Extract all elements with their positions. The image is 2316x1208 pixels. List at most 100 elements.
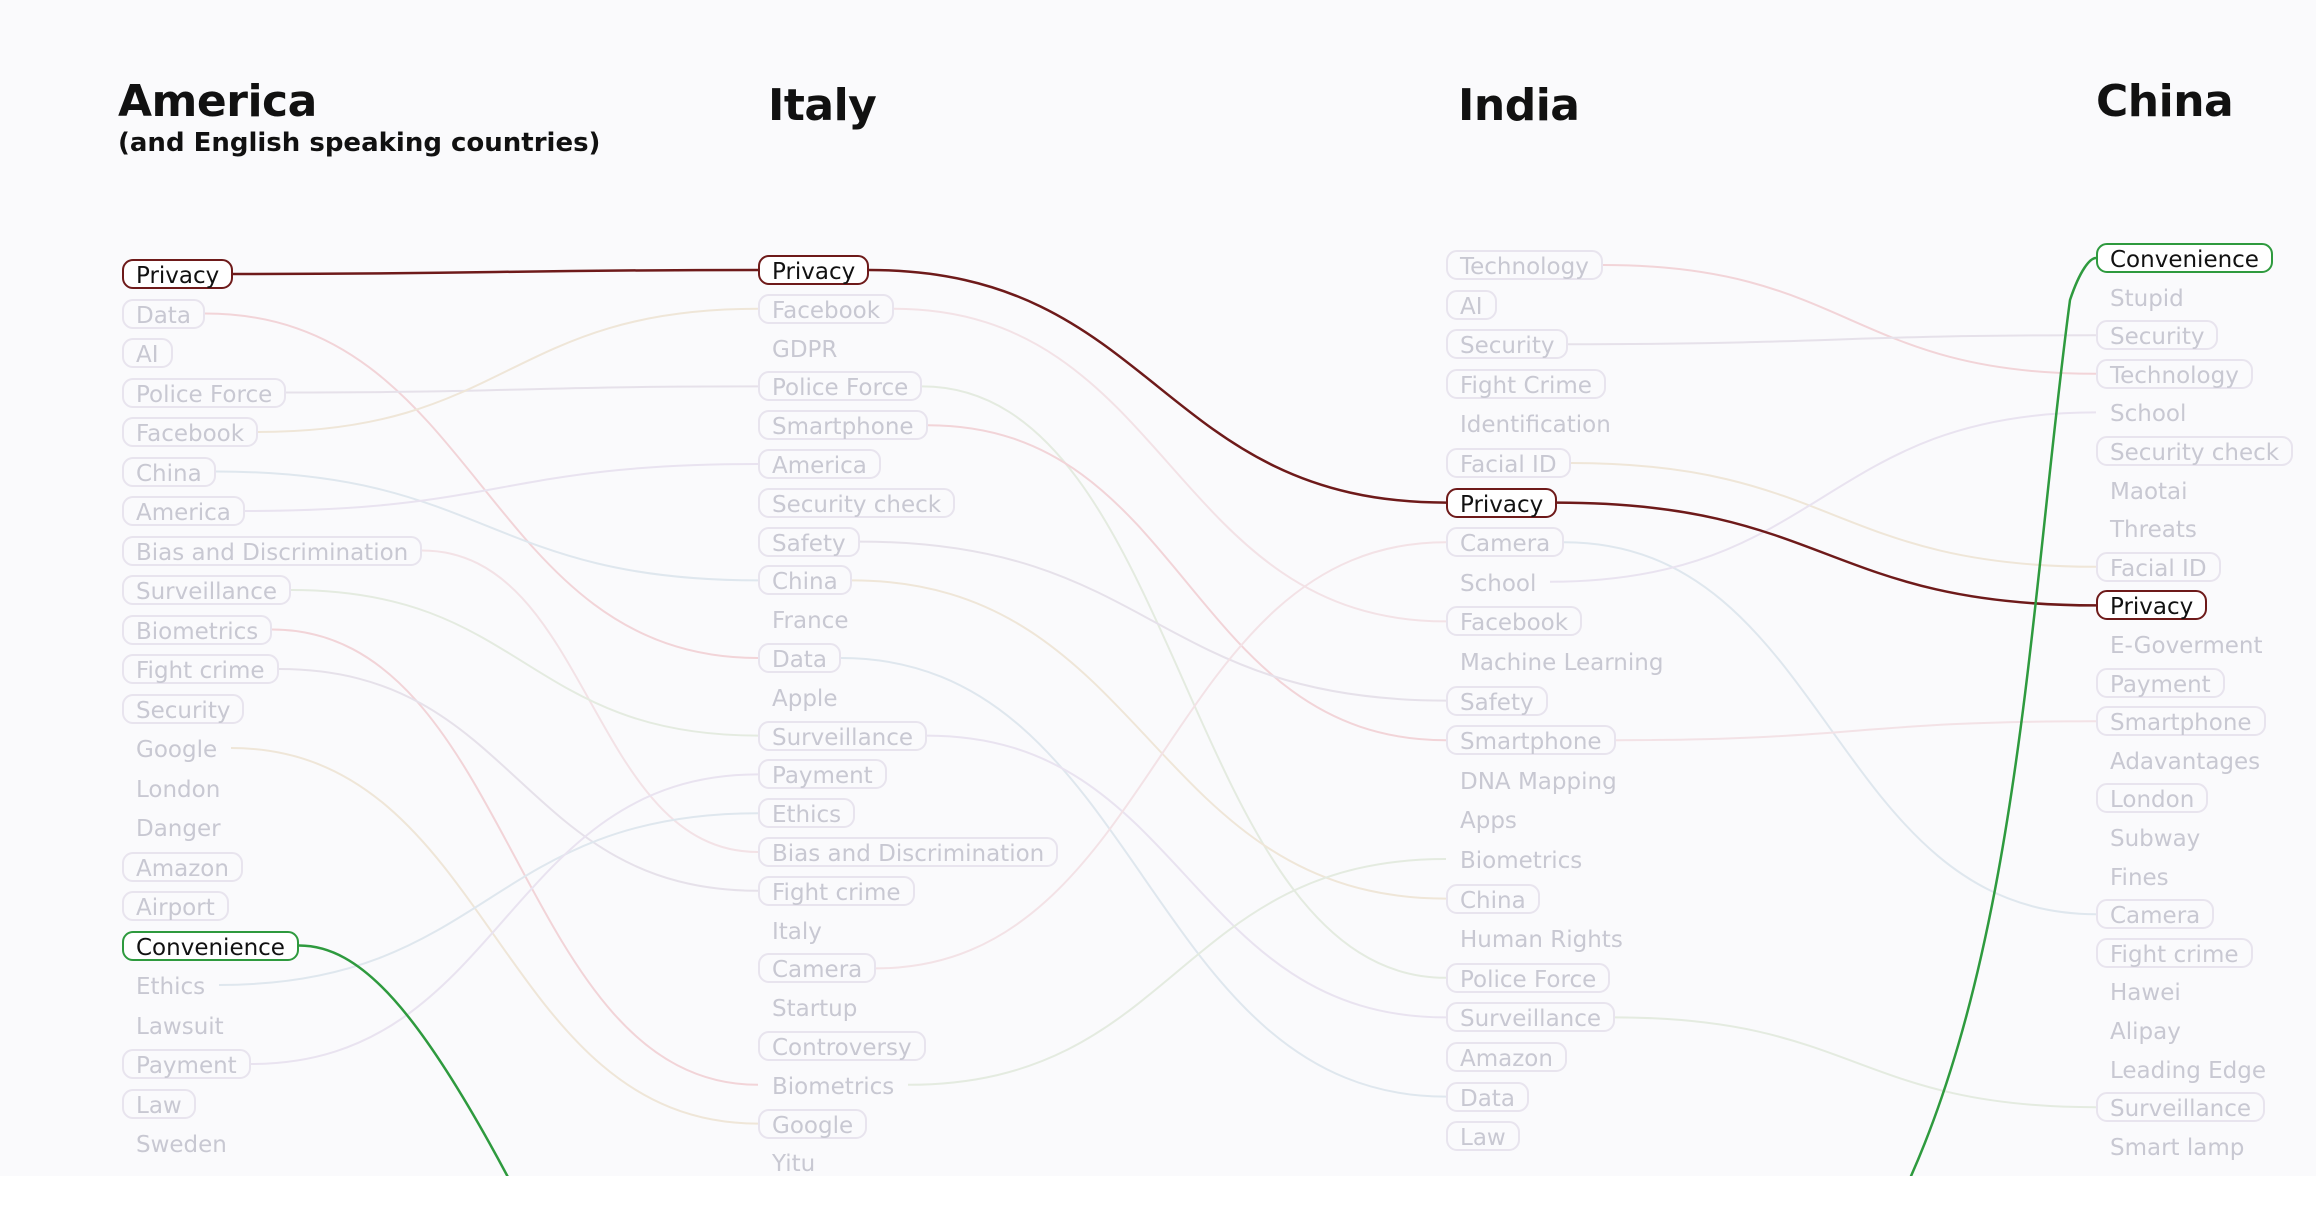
node-america-sweden[interactable]: Sweden (136, 1132, 227, 1158)
node-america-london[interactable]: London (136, 776, 221, 803)
node-italy-controversy[interactable]: Controversy (758, 1031, 926, 1061)
node-italy-china[interactable]: China (758, 565, 852, 596)
node-china-stupid[interactable]: Stupid (2110, 285, 2184, 312)
node-china-technology[interactable]: Technology (2096, 358, 2253, 389)
node-india-facebook[interactable]: Facebook (1446, 606, 1583, 637)
node-america-convenience[interactable]: Convenience (122, 930, 299, 961)
node-india-data[interactable]: Data (1446, 1081, 1529, 1112)
node-italy-camera[interactable]: Camera (758, 953, 877, 984)
link-faint (279, 669, 758, 891)
node-italy-privacy[interactable]: Privacy (758, 255, 870, 285)
node-america-airport[interactable]: Airport (122, 891, 229, 921)
node-china-e-goverment[interactable]: E-Goverment (2110, 633, 2263, 659)
node-india-security[interactable]: Security (1446, 329, 1569, 360)
node-italy-google[interactable]: Google (758, 1108, 868, 1139)
node-italy-biometrics[interactable]: Biometrics (772, 1073, 895, 1100)
node-italy-startup[interactable]: Startup (772, 996, 858, 1023)
node-italy-bias-and-discrimination[interactable]: Bias and Discrimination (758, 837, 1059, 867)
node-india-law[interactable]: Law (1446, 1121, 1520, 1152)
node-china-surveillance[interactable]: Surveillance (2096, 1092, 2266, 1123)
node-america-surveillance[interactable]: Surveillance (122, 575, 292, 605)
node-america-law[interactable]: Law (122, 1088, 196, 1119)
node-italy-surveillance[interactable]: Surveillance (758, 720, 928, 751)
node-india-privacy[interactable]: Privacy (1446, 487, 1558, 518)
node-italy-france[interactable]: France (772, 608, 849, 635)
node-india-machine-learning[interactable]: Machine Learning (1460, 650, 1664, 676)
node-china-convenience[interactable]: Convenience (2096, 243, 2273, 273)
node-china-threats[interactable]: Threats (2110, 517, 2197, 544)
node-america-amazon[interactable]: Amazon (122, 851, 243, 882)
node-italy-ethics[interactable]: Ethics (758, 798, 856, 829)
node-india-police-force[interactable]: Police Force (1446, 962, 1611, 993)
node-italy-facebook[interactable]: Facebook (758, 293, 895, 324)
node-america-danger[interactable]: Danger (136, 816, 221, 842)
link-faint (1616, 721, 2096, 740)
node-india-surveillance[interactable]: Surveillance (1446, 1002, 1616, 1033)
node-america-privacy[interactable]: Privacy (122, 259, 234, 289)
node-china-leading-edge[interactable]: Leading Edge (2110, 1057, 2267, 1084)
node-china-security[interactable]: Security (2096, 320, 2219, 351)
node-america-data[interactable]: Data (122, 298, 205, 329)
link-faint (251, 774, 758, 1064)
node-india-dna-mapping[interactable]: DNA Mapping (1460, 768, 1617, 795)
node-china-security-check[interactable]: Security check (2096, 436, 2294, 466)
node-china-subway[interactable]: Subway (2110, 826, 2201, 852)
node-italy-gdpr[interactable]: GDPR (772, 336, 838, 363)
node-italy-data[interactable]: Data (758, 643, 841, 673)
node-china-smart-lamp[interactable]: Smart lamp (2110, 1134, 2245, 1161)
node-china-privacy[interactable]: Privacy (2096, 590, 2208, 621)
node-italy-security-check[interactable]: Security check (758, 487, 956, 518)
node-china-hawei[interactable]: Hawei (2110, 980, 2181, 1007)
node-india-school[interactable]: School (1460, 570, 1537, 597)
node-italy-apple[interactable]: Apple (772, 685, 838, 712)
node-china-school[interactable]: School (2110, 401, 2187, 428)
node-italy-safety[interactable]: Safety (758, 526, 860, 557)
node-italy-payment[interactable]: Payment (758, 759, 887, 790)
node-america-google[interactable]: Google (136, 737, 218, 763)
node-india-facial-id[interactable]: Facial ID (1446, 448, 1571, 478)
node-india-amazon[interactable]: Amazon (1446, 1042, 1567, 1072)
node-china-fines[interactable]: Fines (2110, 864, 2169, 891)
node-italy-police-force[interactable]: Police Force (758, 371, 923, 402)
node-america-america[interactable]: America (122, 496, 245, 526)
node-china-facial-id[interactable]: Facial ID (2096, 551, 2221, 582)
node-italy-america[interactable]: America (758, 449, 881, 479)
node-italy-italy[interactable]: Italy (772, 918, 822, 945)
node-india-smartphone[interactable]: Smartphone (1446, 725, 1616, 756)
node-america-facebook[interactable]: Facebook (122, 417, 259, 447)
link-faint (894, 309, 1446, 622)
link-faint (231, 748, 758, 1124)
node-america-bias-and-discrimination[interactable]: Bias and Discrimination (122, 535, 423, 566)
node-america-lawsuit[interactable]: Lawsuit (136, 1013, 224, 1040)
node-italy-fight-crime[interactable]: Fight crime (758, 875, 915, 906)
node-india-technology[interactable]: Technology (1446, 250, 1603, 280)
node-india-ai[interactable]: AI (1446, 289, 1497, 320)
node-india-china[interactable]: China (1446, 883, 1540, 914)
node-china-smartphone[interactable]: Smartphone (2096, 706, 2266, 737)
node-china-camera[interactable]: Camera (2096, 899, 2215, 930)
node-america-china[interactable]: China (122, 456, 216, 487)
node-italy-smartphone[interactable]: Smartphone (758, 410, 928, 441)
node-america-police-force[interactable]: Police Force (122, 377, 287, 408)
node-america-security[interactable]: Security (122, 693, 245, 724)
node-italy-yitu[interactable]: Yitu (772, 1151, 816, 1178)
node-india-fight-crime[interactable]: Fight Crime (1446, 368, 1606, 399)
node-india-biometrics[interactable]: Biometrics (1460, 848, 1583, 874)
node-america-payment[interactable]: Payment (122, 1049, 251, 1079)
node-america-fight-crime[interactable]: Fight crime (122, 654, 279, 684)
node-china-adavantages[interactable]: Adavantages (2110, 748, 2261, 775)
node-china-alipay[interactable]: Alipay (2110, 1019, 2181, 1045)
node-america-ethics[interactable]: Ethics (136, 974, 206, 1000)
node-china-maotai[interactable]: Maotai (2110, 478, 2188, 505)
node-america-ai[interactable]: AI (122, 338, 173, 368)
node-india-camera[interactable]: Camera (1446, 527, 1565, 558)
node-india-identification[interactable]: Identification (1460, 412, 1611, 439)
node-china-london[interactable]: London (2096, 783, 2209, 814)
node-america-biometrics[interactable]: Biometrics (122, 614, 273, 645)
node-india-human-rights[interactable]: Human Rights (1460, 927, 1623, 954)
node-india-apps[interactable]: Apps (1460, 808, 1517, 835)
node-china-fight-crime[interactable]: Fight crime (2096, 937, 2253, 968)
link-privacy (869, 270, 1446, 503)
node-india-safety[interactable]: Safety (1446, 685, 1548, 716)
node-china-payment[interactable]: Payment (2096, 667, 2225, 698)
